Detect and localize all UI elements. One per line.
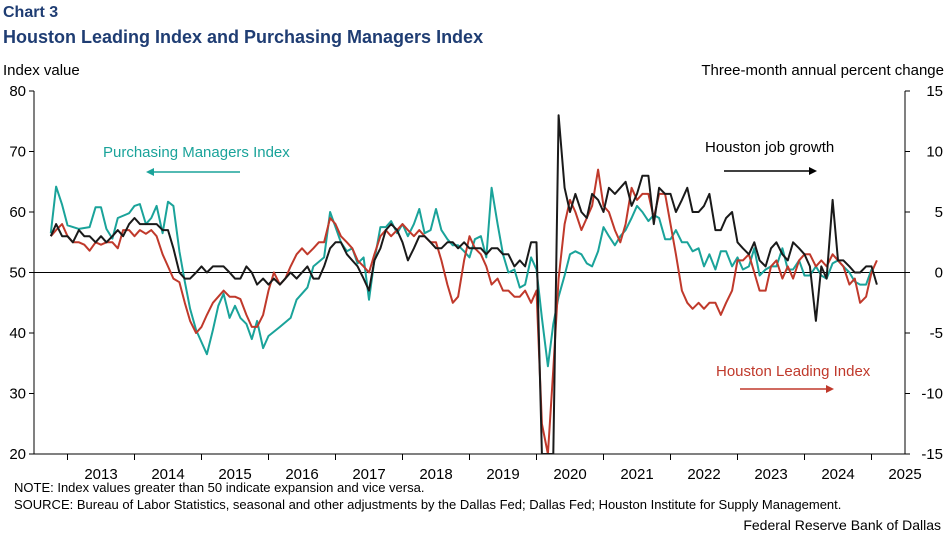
jobs-arrow-icon (724, 167, 817, 175)
x-tick-label: 2014 (151, 466, 184, 480)
credit-text: Federal Reserve Bank of Dallas (743, 517, 941, 533)
y-right-tick-label: 5 (935, 204, 943, 221)
x-tick-label: 2017 (352, 466, 385, 480)
source-text: SOURCE: Bureau of Labor Statistics, seas… (14, 497, 842, 512)
chart-label: Chart 3 (3, 4, 59, 21)
y-right-tick-label: 0 (935, 265, 943, 282)
y-axis-left-label: Index value (3, 62, 80, 79)
x-tick-label: 2016 (285, 466, 318, 480)
series-layer (49, 114, 878, 454)
series-line-houston-job-growth (49, 114, 878, 454)
x-tick-label: 2023 (754, 466, 787, 480)
y-left-tick-label: 20 (9, 446, 26, 463)
x-tick-label: 2019 (486, 466, 519, 480)
note-text: NOTE: Index values greater than 50 indic… (14, 480, 425, 495)
x-tick-label: 2021 (620, 466, 653, 480)
pmi-arrow-icon (146, 168, 240, 176)
hli-annotation: Houston Leading Index (716, 363, 871, 380)
y-left-tick-label: 50 (9, 265, 26, 282)
x-axis-ticks: 2013 2014 2015 2016 2017 2018 2019 2020 2021 2022… (67, 454, 922, 480)
x-tick-label: 2022 (687, 466, 720, 480)
y-right-tick-label: -5 (930, 325, 943, 342)
y-axis-left-ticks: 80 70 60 50 40 30 20 (9, 83, 34, 463)
x-tick-label: 2018 (419, 466, 452, 480)
pmi-annotation: Purchasing Managers Index (103, 144, 290, 161)
y-left-tick-label: 30 (9, 386, 26, 403)
y-right-tick-label: 15 (926, 83, 943, 100)
y-left-tick-label: 40 (9, 325, 26, 342)
y-right-tick-label: -10 (921, 386, 943, 403)
x-tick-label: 2020 (553, 466, 586, 480)
jobs-annotation: Houston job growth (705, 139, 834, 156)
y-axis-right-label: Three-month annual percent change (701, 62, 944, 79)
x-tick-label: 2024 (821, 466, 854, 480)
y-right-tick-label: 10 (926, 144, 943, 161)
x-tick-label: 2025 (888, 466, 921, 480)
hli-arrow-icon (740, 385, 834, 393)
series-line-houston-leading-index (50, 168, 878, 454)
y-right-tick-label: -15 (921, 446, 943, 463)
chart-title: Houston Leading Index and Purchasing Man… (3, 27, 484, 47)
series-line-purchasing-managers-index (49, 185, 873, 368)
y-left-tick-label: 60 (9, 204, 26, 221)
y-left-tick-label: 80 (9, 83, 26, 100)
y-left-tick-label: 70 (9, 144, 26, 161)
x-tick-label: 2013 (84, 466, 117, 480)
x-tick-label: 2015 (218, 466, 251, 480)
y-axis-right-ticks: 15 10 5 0 -5 -10 -15 (905, 83, 943, 463)
annotations: Purchasing Managers Index Houston job gr… (103, 139, 871, 393)
